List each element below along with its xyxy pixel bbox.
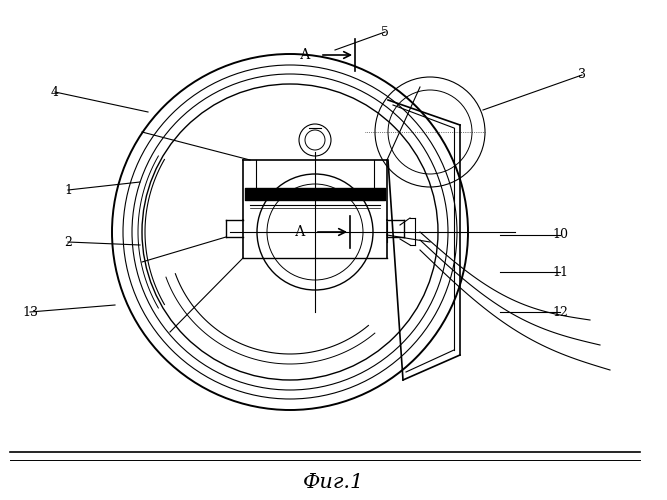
Text: 12: 12 bbox=[552, 306, 568, 318]
Text: 3: 3 bbox=[578, 68, 586, 82]
Text: 1: 1 bbox=[64, 184, 72, 196]
Text: А: А bbox=[295, 225, 305, 239]
Text: 13: 13 bbox=[22, 306, 38, 318]
Text: 10: 10 bbox=[552, 228, 568, 241]
Text: 11: 11 bbox=[552, 266, 568, 278]
Text: 5: 5 bbox=[381, 26, 389, 38]
Text: А: А bbox=[299, 48, 310, 62]
Text: 2: 2 bbox=[64, 236, 72, 248]
Text: Фиг.1: Фиг.1 bbox=[302, 472, 364, 492]
Text: 4: 4 bbox=[51, 86, 59, 98]
